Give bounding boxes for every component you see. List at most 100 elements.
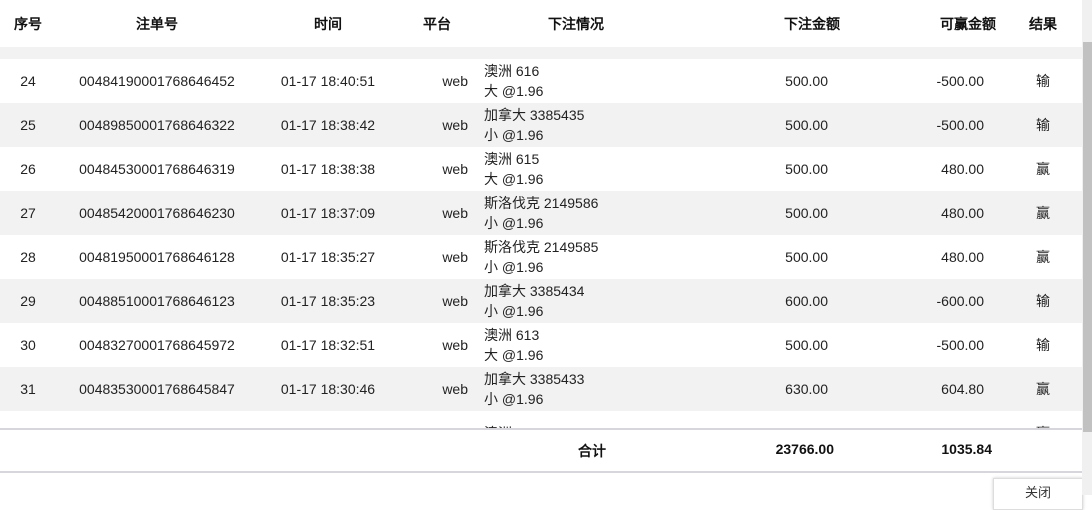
table-row[interactable]: 24 00484190001768646452 01-17 18:40:51 web 澳…: [0, 59, 1082, 103]
win-amount: 480.00: [848, 235, 1004, 279]
bet-amount: 500.00: [676, 323, 848, 367]
table-row[interactable]: 26 00484530001768646319 01-17 18:38:38 web 澳…: [0, 147, 1082, 191]
bet-detail: 加拿大 3385435 小 @1.96: [476, 103, 676, 147]
row-no: 25: [0, 103, 56, 147]
col-header-no: 序号: [14, 15, 42, 32]
col-header-time: 时间: [314, 15, 342, 32]
bet-id: [56, 47, 258, 59]
bet-id: 00481950001768646128: [56, 235, 258, 279]
bet-id: 00485420001768646230: [56, 191, 258, 235]
bet-id: 00483270001768645972: [56, 323, 258, 367]
table-row[interactable]: 25 00489850001768646322 01-17 18:38:42 web 加…: [0, 103, 1082, 147]
bet-time: 01-17 18:30:46: [258, 367, 398, 411]
table-row[interactable]: 29 00488510001768646123 01-17 18:35:23 web 加…: [0, 279, 1082, 323]
platform: [398, 47, 476, 59]
total-label: 合计: [578, 443, 606, 459]
bet-market: 加拿大 3385435: [484, 107, 585, 123]
table-row[interactable]: 23 小 @1.96: [0, 47, 1082, 59]
bet-time: 01-17 18:35:23: [258, 279, 398, 323]
result: 赢: [1004, 367, 1082, 411]
row-no: 23: [0, 47, 56, 59]
bet-selection: 小 @1.96: [484, 259, 544, 275]
row-no: 27: [0, 191, 56, 235]
col-header-win: 可赢金额: [940, 15, 996, 32]
bet-market: 斯洛伐克 2149586: [484, 195, 599, 211]
bet-time: 01-17 18:30:40: [258, 411, 398, 428]
row-no: 29: [0, 279, 56, 323]
bet-detail: 澳洲 613 大 @1.96: [476, 323, 676, 367]
bet-selection: 大 @1.96: [484, 347, 544, 363]
bet-detail: 澳洲 612: [476, 411, 676, 428]
platform: web: [398, 147, 476, 191]
platform: web: [398, 411, 476, 428]
bet-market: 澳洲 613: [484, 327, 540, 343]
result: 赢: [1004, 235, 1082, 279]
row-no: 26: [0, 147, 56, 191]
scrollbar[interactable]: [1082, 0, 1092, 495]
win-amount: -500.00: [848, 59, 1004, 103]
win-amount: 480.00: [848, 147, 1004, 191]
bet-amount: 500.00: [676, 191, 848, 235]
bet-time: 01-17 18:38:38: [258, 147, 398, 191]
bet-id: 00484190001768646452: [56, 59, 258, 103]
total-amount: 23766.00: [775, 441, 834, 457]
col-header-id: 注单号: [136, 15, 178, 32]
bet-time: [258, 47, 398, 59]
win-amount: -500.00: [848, 103, 1004, 147]
table-footer: 合计 23766.00 1035.84: [0, 428, 1082, 473]
bet-detail: 小 @1.96: [476, 47, 676, 59]
bet-selection: 小 @1.96: [484, 391, 544, 407]
bet-id: 00483530001768645847: [56, 367, 258, 411]
result: 输: [1004, 103, 1082, 147]
bet-market: 斯洛伐克 2149585: [484, 239, 599, 255]
bet-amount: 500.00: [676, 411, 848, 428]
col-header-amount: 下注金额: [784, 15, 840, 32]
bet-id: 00488510001768646123: [56, 279, 258, 323]
bet-amount: 500.00: [676, 147, 848, 191]
bet-amount: 500.00: [676, 59, 848, 103]
bet-detail: 加拿大 3385433 小 @1.96: [476, 367, 676, 411]
table-row[interactable]: 28 00481950001768646128 01-17 18:35:27 web 斯…: [0, 235, 1082, 279]
total-win: 1035.84: [941, 441, 992, 457]
platform: web: [398, 191, 476, 235]
row-no: 30: [0, 323, 56, 367]
bet-market: 加拿大 3385433: [484, 371, 585, 387]
win-amount: -500.00: [848, 323, 1004, 367]
table-body-scroll[interactable]: 23小 @1.96240048419000176864645201-17 18:…: [0, 47, 1082, 428]
col-header-platform: 平台: [423, 15, 451, 32]
platform: web: [398, 103, 476, 147]
table-row[interactable]: 30 00483270001768645972 01-17 18:32:51 web 澳…: [0, 323, 1082, 367]
bet-id: 00484530001768646319: [56, 147, 258, 191]
row-no: 24: [0, 59, 56, 103]
platform: web: [398, 279, 476, 323]
win-amount: 480.00: [848, 411, 1004, 428]
result: 输: [1004, 59, 1082, 103]
bet-id: 00489850001768646322: [56, 103, 258, 147]
win-amount: 604.80: [848, 367, 1004, 411]
bet-selection: 小 @1.96: [484, 127, 544, 143]
bet-time: 01-17 18:37:09: [258, 191, 398, 235]
bet-selection: 大 @1.96: [484, 171, 544, 187]
platform: web: [398, 235, 476, 279]
platform: web: [398, 323, 476, 367]
bet-detail: 澳洲 615 大 @1.96: [476, 147, 676, 191]
bet-market: 澳洲 612: [484, 423, 676, 428]
row-no: 31: [0, 367, 56, 411]
bet-time: 01-17 18:40:51: [258, 59, 398, 103]
bet-detail: 加拿大 3385434 小 @1.96: [476, 279, 676, 323]
bet-selection: 小 @1.96: [484, 215, 544, 231]
close-button[interactable]: 关闭: [993, 478, 1083, 510]
row-no: 32: [0, 411, 56, 428]
bet-id: 00481340001768645844: [56, 411, 258, 428]
result: 输: [1004, 323, 1082, 367]
bet-time: 01-17 18:32:51: [258, 323, 398, 367]
bet-detail: 斯洛伐克 2149585 小 @1.96: [476, 235, 676, 279]
table-row[interactable]: 27 00485420001768646230 01-17 18:37:09 web 斯…: [0, 191, 1082, 235]
table-row[interactable]: 31 00483530001768645847 01-17 18:30:46 web 加…: [0, 367, 1082, 411]
col-header-bet: 下注情况: [548, 15, 604, 32]
result: 输: [1004, 279, 1082, 323]
scrollbar-thumb[interactable]: [1083, 42, 1092, 432]
win-amount: [848, 47, 1004, 59]
table-row[interactable]: 320048134000176864584401-17 18:30:40web 澳…: [0, 411, 1082, 428]
bet-selection: 小 @1.96: [484, 303, 544, 319]
